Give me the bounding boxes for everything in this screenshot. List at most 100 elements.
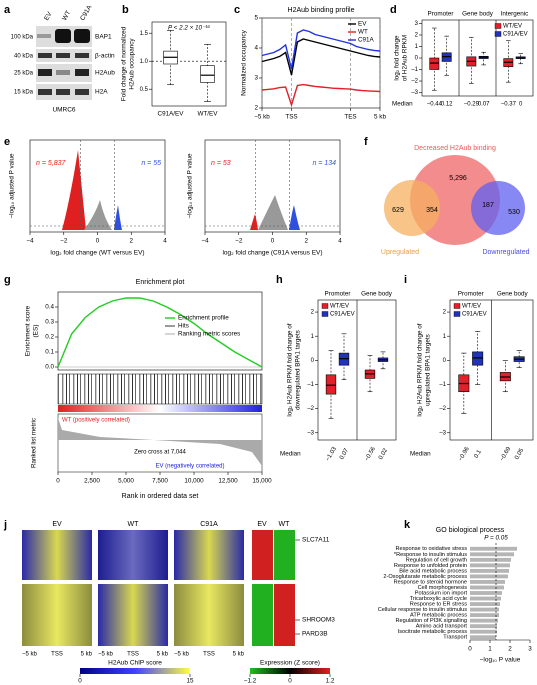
- axis-label: Ranked list metric: [31, 418, 38, 468]
- legend-label: C91A/EV: [330, 312, 355, 318]
- y-tick-label: 5: [254, 15, 258, 22]
- colorbar-title: Expression (Z score): [260, 660, 320, 667]
- count-label: n = 55: [141, 160, 161, 167]
- y-tick-label: 0.2: [45, 334, 54, 341]
- x-axis-label: −log₁₀ P value: [480, 657, 521, 664]
- median-title: Median: [410, 451, 431, 458]
- category-label: Response to ER stress: [410, 602, 467, 608]
- legend-swatch: [321, 303, 329, 309]
- category-label: Transport: [443, 635, 467, 641]
- median-label: −0.69: [499, 446, 512, 463]
- x-tick-label: TSS: [285, 114, 297, 121]
- marker-label: 100 kDa: [11, 35, 34, 41]
- lane-label: C91A: [79, 4, 94, 22]
- panel-label: a: [4, 4, 11, 16]
- gene-label: SHROOM3: [302, 617, 335, 624]
- x-tick-label: 5 kb: [81, 652, 93, 658]
- y-tick-label: 0.3: [45, 319, 54, 326]
- median-label: 0.05: [514, 447, 525, 461]
- category-label: Potassium ion import: [415, 590, 468, 596]
- x-tick-label: −5 kb: [98, 652, 114, 658]
- y-tick-label: –3: [307, 430, 314, 436]
- column-label: WT: [128, 521, 140, 528]
- panel-label: i: [404, 274, 407, 286]
- x-tick-label: 2: [304, 238, 308, 245]
- lane-label: WT: [61, 10, 72, 22]
- y-tick-label: –2: [439, 406, 446, 412]
- y-axis-label: log₂ H2Aub RPKM fold change of: [287, 323, 294, 416]
- category-label: Bile acid metabolic process: [399, 568, 467, 574]
- marker-label: 15 kDa: [14, 90, 34, 96]
- legend-label: WT: [358, 29, 368, 36]
- y-axis-label: Enrichment score: [25, 305, 32, 356]
- panel-label: e: [4, 136, 10, 148]
- bar: [470, 585, 504, 590]
- set-label: Downregulated: [482, 249, 529, 256]
- y-tick-label: 1: [415, 44, 419, 50]
- y-axis-label: −log₁₀ adjusted P value: [9, 153, 16, 219]
- colorbar-tick-label: −1.2: [244, 678, 257, 685]
- chart-title: GO biological process: [436, 527, 505, 534]
- annotation: P < 2.2 × 10⁻¹⁶: [168, 25, 210, 32]
- median-title: Median: [280, 451, 301, 458]
- y-tick-label: 3: [415, 21, 419, 27]
- reference-label: P = 0.05: [484, 535, 508, 542]
- x-tick-label: −5 kb: [174, 652, 190, 658]
- x-tick-label: TSS: [51, 652, 63, 658]
- legend-label: WT/EV: [462, 304, 481, 310]
- count-label: n = 53: [211, 160, 231, 167]
- y-tick-label: –2: [307, 406, 314, 412]
- x-tick-label: 2: [129, 238, 133, 245]
- y-axis-label: log₂ fold change: [394, 35, 401, 81]
- legend-label: Ranking metric scores: [178, 331, 240, 338]
- colorbar-tick-label: 0: [288, 678, 292, 685]
- category-label: Gene body: [497, 291, 529, 298]
- x-axis-label: log₂ fold change (WT versus EV): [50, 250, 144, 257]
- category-label: Regulation of cell growth: [406, 557, 467, 563]
- y-tick-label: –3: [439, 430, 446, 436]
- panel-label: f: [364, 136, 368, 148]
- legend-label: C91A/EV: [462, 312, 487, 318]
- count-label: n = 134: [312, 160, 336, 167]
- y-tick-label: 0: [443, 358, 447, 364]
- y-axis-label: Fold change of normalized: [121, 26, 128, 101]
- x-tick-label: −4: [26, 238, 34, 245]
- x-tick-label: 1: [488, 646, 492, 653]
- plot-frame: [57, 291, 263, 371]
- category-label: Isocitrate metabolic process: [398, 629, 468, 635]
- x-tick-label: 15,000: [252, 478, 272, 485]
- legend-label: C91A: [358, 37, 375, 44]
- gene-label: SLC7A11: [302, 537, 330, 544]
- y-tick-label: 3: [254, 75, 258, 82]
- category-label: Promoter: [325, 291, 351, 298]
- legend-swatch: [494, 23, 502, 29]
- category-label: Cellular response to insulin stimulus: [378, 607, 467, 613]
- median-label: 0.07: [478, 102, 490, 108]
- y-tick-label: 0.5: [140, 87, 149, 93]
- median-label: 0: [519, 102, 523, 108]
- legend-label: C91A/EV: [503, 32, 528, 38]
- panel-label: c: [234, 4, 240, 16]
- bar: [470, 563, 510, 568]
- colorbar-tick-label: 0: [78, 678, 82, 685]
- panel-label: j: [3, 519, 7, 531]
- y-axis-label: (ES): [33, 325, 40, 338]
- bar: [470, 629, 497, 634]
- bar: [470, 613, 499, 618]
- count-label: n = 5,837: [36, 160, 66, 167]
- y-tick-label: –3: [411, 90, 418, 96]
- bar: [470, 568, 509, 573]
- x-tick-label: TSS: [127, 652, 139, 658]
- x-tick-label: 3: [528, 646, 532, 653]
- box: [429, 57, 440, 70]
- bar: [470, 574, 508, 579]
- bar: [470, 596, 501, 601]
- legend-swatch: [453, 303, 461, 309]
- x-tick-label: 12,500: [218, 478, 238, 485]
- category-label: 2-Oxoglutarate metabolic process: [383, 574, 467, 580]
- median-label: 0.07: [339, 447, 350, 461]
- y-axis-label: upregulated BPA1 targets: [425, 334, 432, 406]
- x-tick-label: −2: [60, 238, 68, 245]
- bar: [470, 546, 517, 551]
- x-tick-label: 5 kb: [233, 652, 245, 658]
